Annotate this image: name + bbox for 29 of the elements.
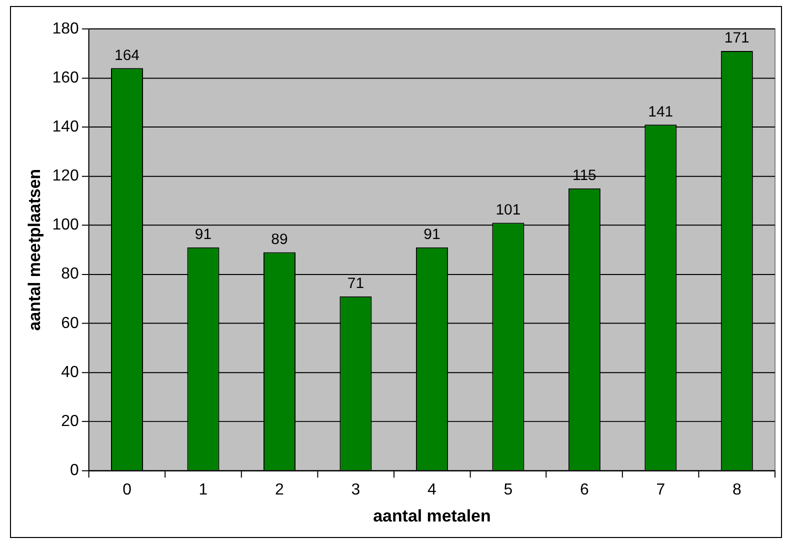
x-tick-label: 0 bbox=[122, 482, 132, 499]
y-tick-label: 100 bbox=[52, 216, 80, 234]
y-tick-label: 120 bbox=[52, 168, 80, 185]
x-tick-label: 3 bbox=[351, 482, 360, 499]
x-tick-label: 4 bbox=[428, 482, 437, 499]
y-tick-label: 20 bbox=[61, 412, 80, 430]
data-label: 89 bbox=[271, 230, 288, 248]
y-tick-label: 140 bbox=[52, 118, 80, 136]
data-label: 91 bbox=[424, 226, 440, 243]
y-tick-label: 0 bbox=[70, 462, 80, 480]
y-tick-label: 60 bbox=[61, 314, 80, 332]
x-axis-title: aantal metalen bbox=[373, 506, 491, 526]
x-tick-label: 1 bbox=[198, 482, 208, 499]
y-tick-label: 180 bbox=[52, 20, 80, 38]
y-tick-label: 40 bbox=[61, 364, 80, 381]
data-label: 141 bbox=[648, 103, 674, 120]
x-tick-label: 7 bbox=[656, 482, 666, 499]
x-tick-label: 2 bbox=[275, 482, 284, 499]
y-tick-label: 80 bbox=[61, 266, 80, 283]
y-axis-title: aantal meetplaatsen bbox=[24, 168, 44, 331]
data-label: 91 bbox=[194, 226, 212, 243]
y-tick-label: 160 bbox=[52, 69, 80, 86]
x-tick-label: 8 bbox=[732, 482, 742, 499]
data-label: 164 bbox=[114, 46, 140, 64]
x-tick-label: 6 bbox=[580, 482, 589, 499]
data-label: 171 bbox=[724, 30, 750, 47]
x-tick-label: 5 bbox=[504, 482, 513, 499]
data-label: 71 bbox=[347, 275, 364, 292]
data-label: 101 bbox=[496, 201, 521, 218]
